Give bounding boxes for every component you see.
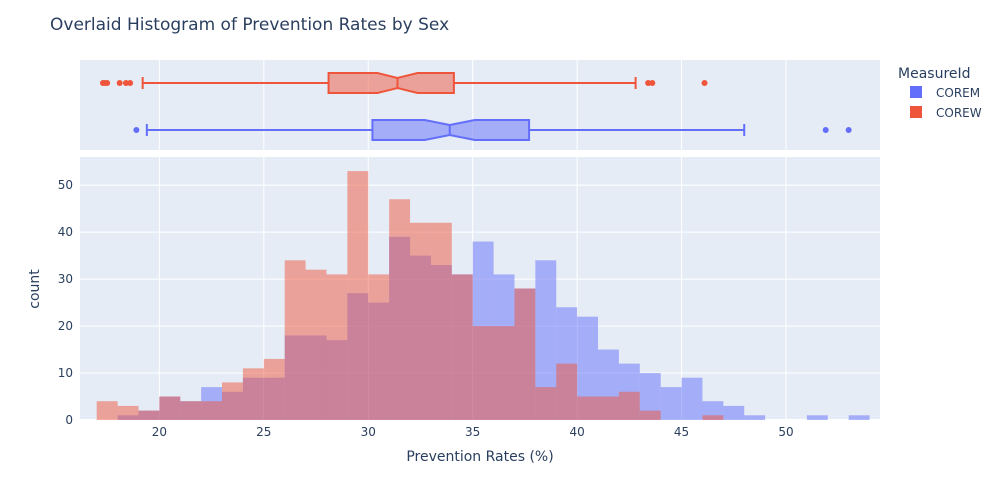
y-tick-label: 0 bbox=[65, 413, 73, 427]
histogram-bar-corem[interactable] bbox=[660, 387, 682, 420]
histogram-bar-corew[interactable] bbox=[430, 222, 452, 420]
histogram-bar-corem[interactable] bbox=[806, 415, 828, 420]
y-axis-label: count bbox=[27, 269, 43, 309]
histogram-bar-corem[interactable] bbox=[639, 373, 661, 420]
x-tick-label: 30 bbox=[361, 425, 376, 439]
legend-label-corew[interactable]: COREW bbox=[936, 106, 982, 120]
box-outlier-point[interactable] bbox=[845, 127, 852, 133]
box-body bbox=[327, 72, 455, 94]
legend-swatch-corem[interactable] bbox=[910, 86, 922, 98]
legend-title: MeasureId bbox=[898, 66, 971, 82]
y-tick-label: 10 bbox=[58, 366, 73, 380]
histogram-bar-corew[interactable] bbox=[117, 405, 139, 420]
histogram-bar-corew[interactable] bbox=[222, 382, 243, 420]
histogram-bar-corem[interactable] bbox=[535, 260, 557, 420]
legend-swatch-corew[interactable] bbox=[910, 106, 922, 118]
histogram-bar-corew[interactable] bbox=[96, 401, 118, 420]
box-outlier-point[interactable] bbox=[645, 80, 652, 86]
box-outlier-point[interactable] bbox=[649, 80, 656, 86]
y-tick-label: 50 bbox=[58, 178, 73, 192]
histogram-bar-corew[interactable] bbox=[472, 326, 494, 420]
histogram-bar-corew[interactable] bbox=[702, 415, 724, 420]
x-axis-label: Prevention Rates (%) bbox=[406, 449, 553, 465]
histogram-bar-corew[interactable] bbox=[284, 260, 306, 420]
box-outlier-point[interactable] bbox=[701, 80, 708, 86]
box-body bbox=[371, 119, 531, 141]
histogram-bar-corew[interactable] bbox=[242, 368, 264, 420]
histogram-bar-corew[interactable] bbox=[535, 387, 557, 420]
histogram-bar-corew[interactable] bbox=[618, 391, 640, 420]
histogram-bar-corew[interactable] bbox=[639, 410, 661, 420]
histogram-bar-corem[interactable] bbox=[577, 316, 599, 420]
x-tick-label: 25 bbox=[256, 425, 271, 439]
x-tick-label: 50 bbox=[778, 425, 793, 439]
histogram-bar-corew[interactable] bbox=[514, 288, 536, 421]
histogram-bar-corew[interactable] bbox=[201, 401, 223, 420]
histogram-bar-corew[interactable] bbox=[598, 396, 619, 420]
box-plot-corew[interactable] bbox=[99, 72, 708, 94]
box-outlier-point[interactable] bbox=[122, 80, 129, 86]
histogram-bar-corem[interactable] bbox=[848, 415, 870, 420]
y-tick-label: 40 bbox=[58, 225, 73, 239]
histogram-bar-corew[interactable] bbox=[305, 269, 327, 420]
histogram-bar-corew[interactable] bbox=[326, 274, 348, 420]
histogram-bar-corem[interactable] bbox=[723, 405, 745, 420]
y-tick-labels: 0 10 20 30 40 50 bbox=[58, 178, 73, 427]
histogram-bar-corew[interactable] bbox=[180, 401, 202, 420]
box-outlier-point[interactable] bbox=[116, 80, 123, 86]
histogram-bar-corew[interactable] bbox=[410, 222, 431, 420]
histogram-bar-corew[interactable] bbox=[577, 396, 599, 420]
histogram-bar-corew[interactable] bbox=[493, 326, 515, 420]
box-plot-corem[interactable] bbox=[133, 119, 852, 141]
x-tick-label: 40 bbox=[569, 425, 584, 439]
histogram-bar-corew[interactable] bbox=[451, 274, 473, 420]
x-tick-label: 45 bbox=[674, 425, 689, 439]
box-outlier-point[interactable] bbox=[822, 127, 829, 133]
histogram-bar-corew[interactable] bbox=[368, 274, 390, 420]
y-tick-label: 20 bbox=[58, 319, 73, 333]
histogram-bar-corew[interactable] bbox=[389, 199, 411, 420]
histogram-bar-corew[interactable] bbox=[159, 396, 181, 420]
histogram-bar-corew[interactable] bbox=[138, 410, 160, 420]
x-tick-labels: 20 25 30 35 40 45 50 bbox=[152, 425, 794, 439]
box-outlier-point[interactable] bbox=[127, 80, 134, 86]
histogram-bar-corew[interactable] bbox=[347, 171, 369, 420]
box-outlier-point[interactable] bbox=[104, 80, 111, 86]
histogram-bar-corew[interactable] bbox=[556, 363, 578, 420]
legend-label-corem[interactable]: COREM bbox=[936, 86, 980, 100]
box-plots bbox=[99, 72, 852, 141]
histogram-bar-corem[interactable] bbox=[681, 377, 703, 420]
chart-title: Overlaid Histogram of Prevention Rates b… bbox=[50, 15, 449, 35]
x-tick-label: 35 bbox=[465, 425, 480, 439]
histogram-bars bbox=[96, 171, 870, 421]
y-tick-label: 30 bbox=[58, 272, 73, 286]
legend: MeasureId COREM COREW bbox=[898, 66, 982, 120]
x-tick-label: 20 bbox=[152, 425, 167, 439]
histogram-bar-corew[interactable] bbox=[263, 358, 285, 420]
histogram-bar-corem[interactable] bbox=[744, 415, 766, 420]
box-outlier-point[interactable] bbox=[133, 127, 140, 133]
